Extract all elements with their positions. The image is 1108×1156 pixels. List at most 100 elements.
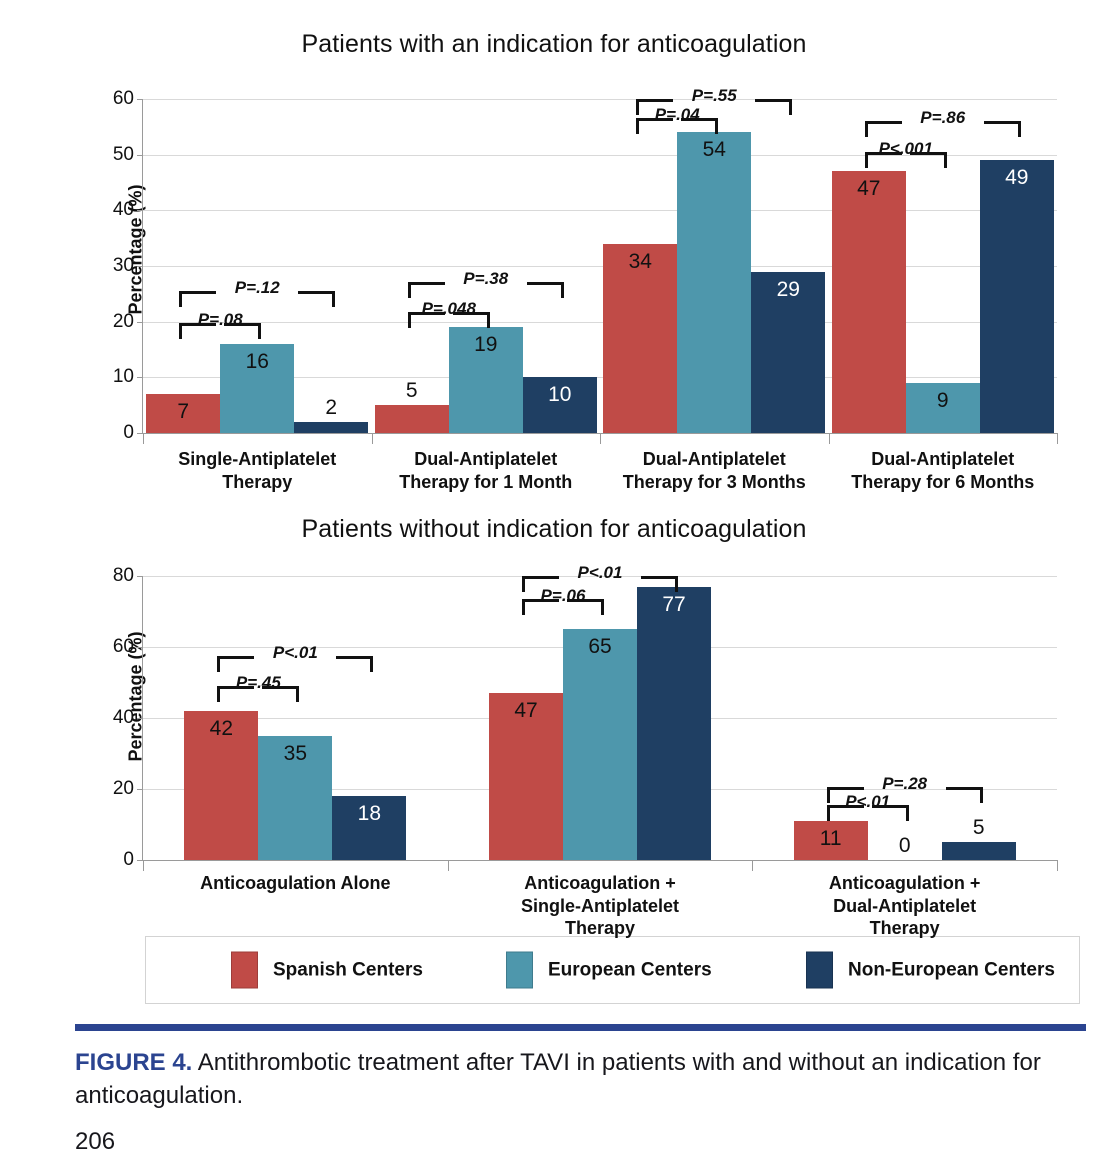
bracket-right-arm (641, 576, 678, 592)
bar-value-label: 19 (474, 333, 498, 357)
bar-value-label: 47 (857, 177, 881, 201)
bracket-right-arm (526, 281, 564, 298)
p-value-label: P=.04 (654, 105, 700, 125)
chart-2-plot-area: Percentage (%) 0 20 40 60 80 42 47 11 35 65 0 18 77 5… (113, 563, 1058, 871)
category-label-line: Anticoagulation + (524, 873, 676, 893)
chart-1-title: Patients with an indication for anticoag… (301, 30, 807, 58)
bracket-right-arm (909, 151, 947, 168)
p-value-label: P=.12 (234, 278, 280, 298)
bar-value-label: 42 (209, 716, 234, 740)
bar-value-label: 5 (972, 816, 985, 840)
x-tick-mark (752, 860, 753, 871)
bar-value-label: 49 (1005, 166, 1029, 190)
x-category-label: Dual-Antiplatelet Therapy for 1 Month (372, 448, 601, 493)
bar (294, 421, 369, 433)
bar-value-label: 2 (325, 395, 338, 419)
x-tick-mark (600, 433, 601, 444)
figure-number: FIGURE 4. (75, 1049, 193, 1076)
gridline (143, 210, 1057, 212)
bar-value-label: 7 (177, 400, 190, 424)
category-label-line: Dual-Antiplatelet (833, 895, 977, 916)
category-label-line: Therapy for 1 Month (399, 471, 573, 492)
y-tick-mark (137, 860, 143, 861)
x-category-label: Anticoagulation + Single-Antiplatelet Ther… (448, 872, 753, 940)
bracket-right-arm (262, 686, 300, 703)
bar-value-label: 16 (245, 349, 269, 373)
p-value-label: P=.45 (235, 673, 281, 693)
legend-color-swatch (231, 951, 258, 989)
p-value-label: P=.86 (920, 108, 966, 128)
gridline (143, 576, 1057, 577)
y-tick-mark (137, 266, 143, 267)
bracket-right-arm (452, 311, 490, 328)
bracket-left-arm (826, 787, 864, 804)
x-tick-mark (829, 433, 830, 444)
bar (637, 586, 711, 860)
legend-item: Non-European Centers (806, 951, 1055, 989)
y-tick-mark (137, 433, 143, 434)
bracket-right-arm (336, 655, 374, 672)
bar-value-label: 65 (588, 635, 612, 659)
category-label-line: Therapy (564, 918, 635, 938)
y-tick-label: 20 (112, 310, 134, 332)
bar-value-label: 5 (405, 379, 418, 403)
y-tick-label: 60 (112, 88, 134, 109)
p-value-label: P=.55 (691, 86, 737, 105)
y-tick-label: 40 (112, 199, 134, 221)
bracket-right-arm (681, 118, 719, 135)
x-category-label: Single-Antiplatelet Therapy (143, 448, 372, 493)
y-tick-label: 30 (112, 255, 134, 276)
p-value-label: P=.048 (421, 298, 476, 318)
gridline (143, 377, 1057, 379)
p-value-label: P=.08 (197, 309, 243, 329)
bar (220, 343, 295, 433)
bar-value-label: 35 (283, 741, 308, 765)
gridline (143, 321, 1057, 323)
bar-value-label: 11 (819, 826, 842, 850)
bracket-left-arm (826, 804, 864, 821)
bar-value-label: 9 (936, 388, 949, 412)
x-tick-mark (143, 860, 144, 871)
category-label-line: Dual-Antiplatelet (871, 449, 1015, 469)
bar (905, 382, 980, 433)
y-tick-label: 60 (112, 636, 134, 657)
x-tick-mark (448, 860, 449, 871)
x-category-label: Dual-Antiplatelet Therapy for 6 Months (829, 448, 1058, 493)
page-number: 206 (75, 1128, 116, 1155)
bracket-left-arm (407, 311, 445, 328)
p-value-label: P<.01 (845, 791, 891, 811)
bar-value-label: 10 (548, 383, 572, 407)
y-tick-mark (137, 321, 143, 323)
y-tick-mark (137, 789, 143, 790)
x-category-label: Anticoagulation Alone (143, 872, 448, 895)
bar (146, 394, 221, 433)
bar-value-label: 0 (898, 834, 911, 857)
category-label-line: Anticoagulation + (828, 873, 981, 893)
x-category-label: Dual-Antiplatelet Therapy for 3 Months (600, 448, 829, 493)
bracket-left-arm (864, 121, 902, 138)
chart-2-title: Patients without indication for anticoag… (301, 515, 807, 543)
bar (563, 629, 637, 860)
p-value-label: P<.01 (577, 563, 623, 582)
bar (603, 243, 678, 433)
bracket-left-arm (179, 322, 217, 339)
y-tick-mark (137, 99, 143, 100)
bar (793, 820, 868, 860)
bar (332, 796, 407, 860)
y-tick-mark (137, 576, 143, 577)
y-tick-label: 50 (112, 143, 134, 165)
bracket-left-arm (407, 281, 445, 298)
bar (184, 710, 259, 860)
y-tick-mark (137, 154, 143, 156)
y-tick-mark (137, 377, 143, 379)
legend-color-swatch (806, 951, 833, 989)
bar (258, 735, 333, 860)
legend-label: Spanish Centers (273, 959, 423, 980)
y-tick-label: 80 (112, 565, 134, 586)
figure-caption: FIGURE 4. Antithrombotic treatment after… (75, 1046, 1090, 1112)
bracket-left-arm (636, 99, 674, 115)
x-tick-mark (1057, 860, 1058, 871)
bracket-left-arm (522, 599, 559, 616)
y-tick-mark (137, 718, 143, 719)
